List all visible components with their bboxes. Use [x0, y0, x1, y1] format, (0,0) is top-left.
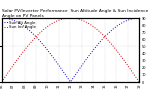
Sun Inc Angle	[138, 81, 140, 83]
Sun Inc Angle	[83, 20, 85, 22]
Sun Alt Angle	[67, 78, 69, 79]
Sun Alt Angle	[75, 73, 77, 74]
Legend: Sun Alt Angle, Sun Inc Angle: Sun Alt Angle, Sun Inc Angle	[4, 20, 37, 30]
Sun Alt Angle	[70, 81, 72, 82]
Sun Alt Angle	[66, 76, 68, 78]
Sun Inc Angle	[114, 47, 116, 49]
Sun Inc Angle	[66, 18, 68, 19]
Sun Alt Angle	[114, 27, 116, 28]
Line: Sun Inc Angle: Sun Inc Angle	[2, 18, 139, 82]
Sun Inc Angle	[67, 18, 69, 19]
Text: Solar PV/Inverter Performance  Sun Altitude Angle & Sun Incidence Angle on PV Pa: Solar PV/Inverter Performance Sun Altitu…	[2, 9, 148, 18]
Line: Sun Alt Angle: Sun Alt Angle	[2, 18, 139, 82]
Sun Inc Angle	[69, 17, 71, 19]
Sun Alt Angle	[83, 62, 85, 63]
Sun Alt Angle	[138, 17, 140, 19]
Sun Inc Angle	[135, 77, 137, 78]
Sun Inc Angle	[75, 18, 77, 19]
Sun Inc Angle	[1, 81, 3, 83]
Sun Alt Angle	[135, 18, 137, 19]
Sun Alt Angle	[1, 17, 3, 19]
